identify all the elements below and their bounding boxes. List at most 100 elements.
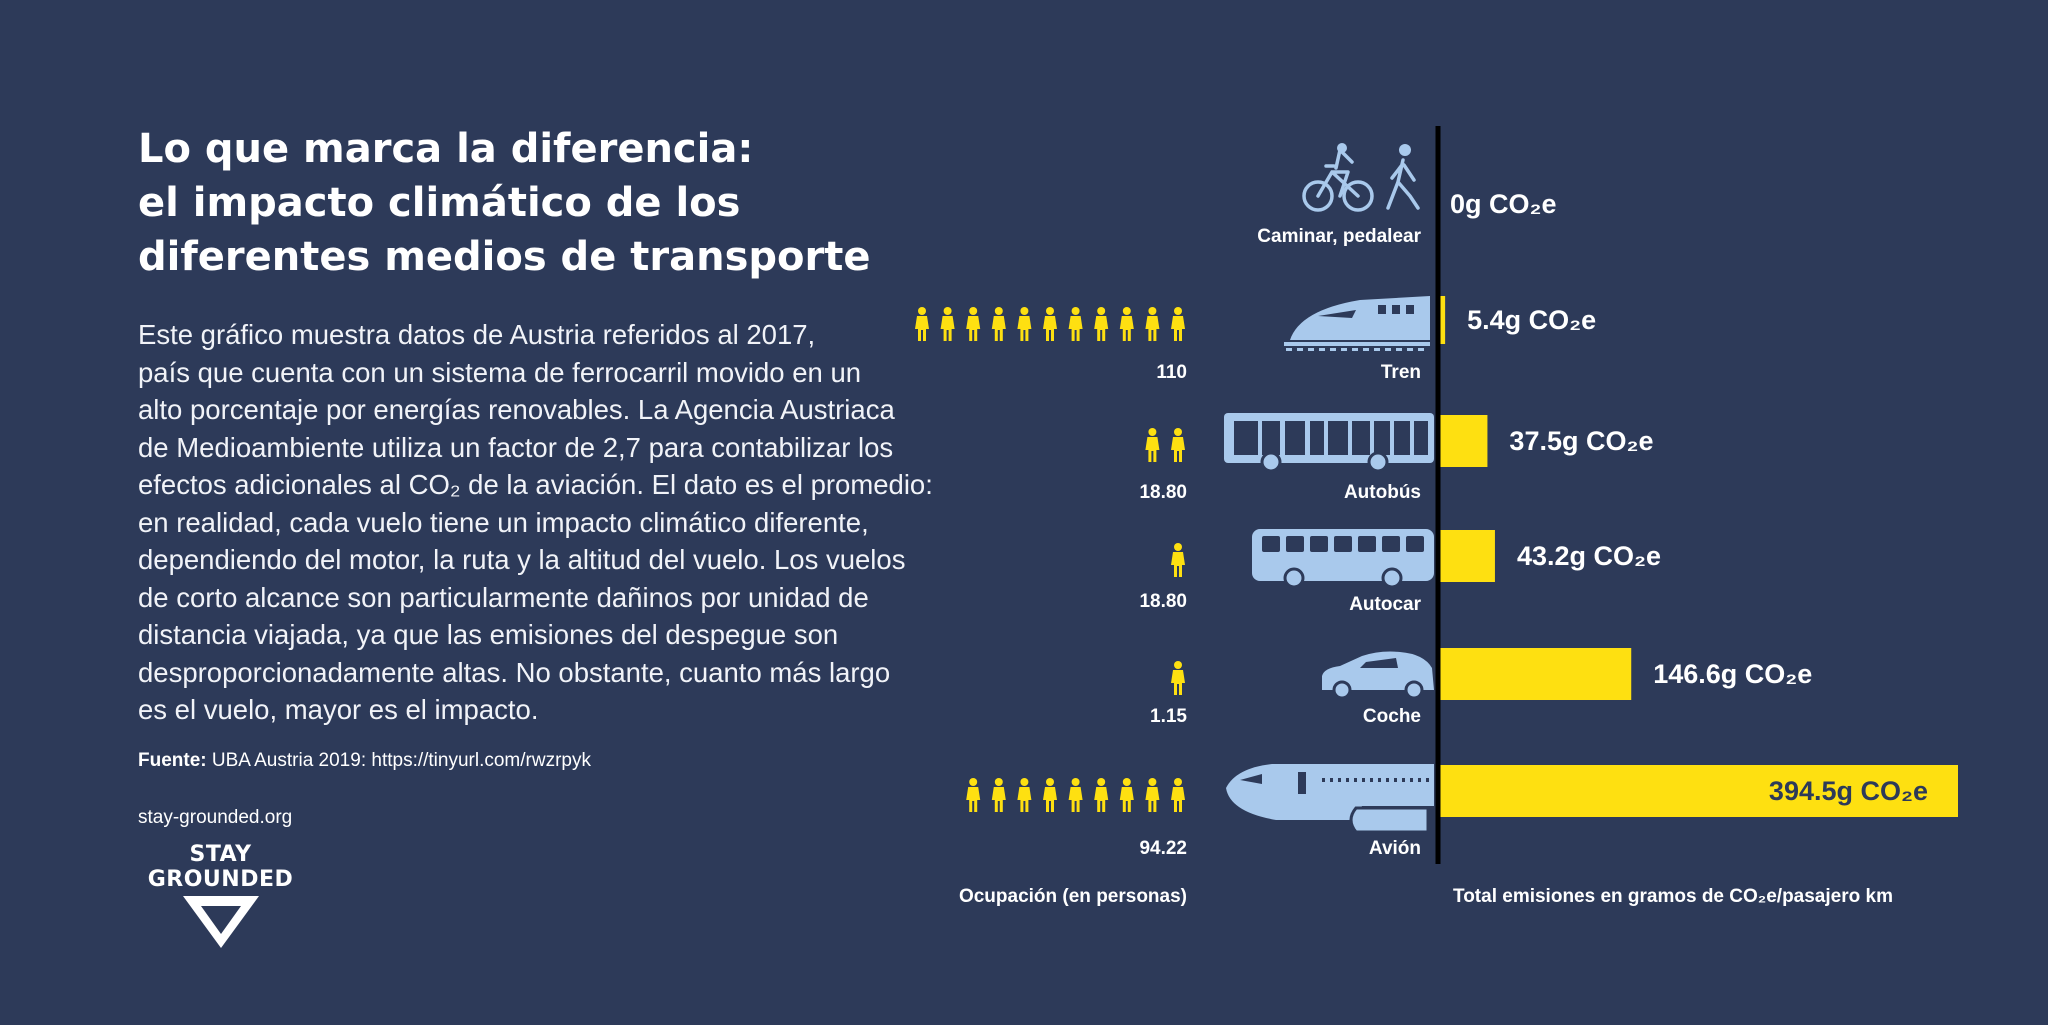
site-url: stay-grounded.org [138, 807, 293, 828]
train-window [1392, 305, 1400, 314]
coach-window [1406, 536, 1424, 552]
bus-wheel [1367, 451, 1389, 473]
bus-wheel [1260, 451, 1282, 473]
bar [1438, 648, 1632, 700]
person-icon [1171, 428, 1185, 462]
description-line: Este gráfico muestra datos de Austria re… [138, 319, 816, 350]
right-axis-title: Total emisiones en gramos de CO₂e/pasaje… [1453, 886, 1893, 907]
car-body [1322, 651, 1434, 690]
bar [1438, 765, 1958, 817]
person-head [1174, 307, 1182, 315]
plane-door [1298, 772, 1306, 794]
description-line: dependiendo del motor, la ruta y la alti… [138, 544, 906, 575]
car-wheel [1404, 680, 1424, 700]
person-icon [915, 307, 929, 341]
bike-frame [1316, 164, 1360, 198]
stay-grounded-logo: STAY GROUNDED [138, 842, 303, 954]
plane-window [1418, 778, 1421, 782]
description-line: distancia viajada, ya que las emisiones … [138, 619, 839, 650]
bike-wheel [1302, 180, 1334, 212]
bike-wheel [1342, 180, 1374, 212]
bike-walk-icon [1302, 143, 1420, 212]
data-label: 394.5g CO₂e [1769, 776, 1928, 806]
category-label: Autocar [1349, 594, 1421, 615]
plane-window [1330, 778, 1333, 782]
person-head [1148, 778, 1157, 786]
person-icon [1043, 778, 1057, 812]
person-icon [1171, 543, 1185, 577]
train-icon [1284, 296, 1430, 351]
rail-tie [1330, 348, 1336, 351]
left-axis-title: Ocupación (en personas) [959, 886, 1187, 907]
plane-icon [1226, 764, 1434, 834]
person-body [1145, 787, 1160, 812]
person-head [1122, 778, 1131, 786]
person-icon [966, 307, 981, 341]
bus-window [1328, 421, 1348, 455]
rider [1334, 148, 1354, 170]
logo-line-2: GROUNDED [147, 867, 294, 892]
person-icon [991, 778, 1006, 812]
rail-tie [1396, 348, 1402, 351]
person-head [918, 307, 926, 315]
bus-window [1352, 421, 1370, 455]
person-head [1148, 307, 1157, 315]
title-line: diferentes medios de transporte [138, 234, 871, 280]
rail-tie [1385, 348, 1391, 351]
person-head [1071, 778, 1080, 786]
person-body [1171, 787, 1185, 812]
plane-window [1322, 778, 1325, 782]
person-body [1119, 316, 1134, 341]
category-label: Coche [1363, 706, 1421, 727]
train-window [1378, 305, 1386, 314]
person-body [940, 316, 955, 341]
bus-window [1285, 421, 1305, 455]
person-head [1174, 428, 1182, 436]
coach-wheel [1283, 567, 1305, 589]
plane-window [1410, 778, 1413, 782]
person-head [994, 307, 1003, 315]
person-body [1017, 787, 1032, 812]
occupancy-label: 18.80 [1139, 482, 1187, 503]
coach-window [1262, 536, 1280, 552]
bus-window [1374, 421, 1390, 455]
source-note: Fuente: UBA Austria 2019: https://tinyur… [138, 750, 591, 772]
description-line: es el vuelo, mayor es el impacto. [138, 694, 539, 725]
rail-tie [1407, 348, 1413, 351]
walker-head [1399, 144, 1411, 156]
bar [1438, 296, 1446, 344]
person-body [1145, 316, 1160, 341]
person-body [1145, 437, 1160, 462]
data-label: 37.5g CO₂e [1509, 426, 1653, 456]
person-head [1097, 778, 1106, 786]
person-body [1068, 316, 1083, 341]
person-icon [1145, 778, 1160, 812]
occupancy-label: 18.80 [1139, 591, 1187, 612]
person-icon [1043, 307, 1057, 341]
rail-tie [1352, 348, 1358, 351]
title-line: Lo que marca la diferencia: [138, 126, 754, 172]
person-body [966, 316, 981, 341]
rail-tie [1374, 348, 1380, 351]
title-line: el impacto climático de los [138, 180, 741, 226]
rail-tie [1286, 348, 1292, 351]
person-icon [1017, 307, 1032, 341]
person-head [943, 307, 952, 315]
car-window [1360, 658, 1398, 668]
coach-window [1286, 536, 1304, 552]
person-head [969, 778, 978, 786]
description-line: en realidad, cada vuelo tiene un impacto… [138, 506, 869, 538]
data-label: 43.2g CO₂e [1517, 541, 1661, 571]
person-body [1068, 787, 1083, 812]
train-rail [1284, 342, 1430, 346]
description-line: país que cuenta con un sistema de ferroc… [138, 356, 862, 388]
person-icon [991, 307, 1006, 341]
person-body [966, 787, 981, 812]
train-window [1406, 305, 1414, 314]
person-icon [1171, 307, 1185, 341]
person-body [1171, 437, 1185, 462]
person-head [1020, 778, 1029, 786]
rail-tie [1363, 348, 1369, 351]
car-icon [1322, 651, 1434, 700]
person-head [1174, 778, 1182, 786]
